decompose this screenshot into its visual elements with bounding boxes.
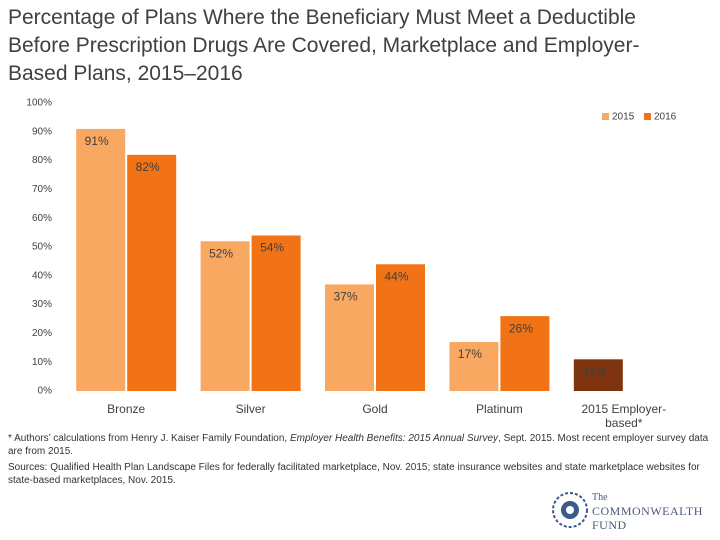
y-tick-label: 50% [32,242,52,253]
x-tick-label: Platinum [476,402,523,416]
chart-title: Percentage of Plans Where the Beneficiar… [8,6,640,85]
logo-text: COMMONWEALTH [592,504,703,518]
y-tick-label: 80% [32,155,52,166]
bar [500,316,550,391]
logo: The COMMONWEALTH FUND [548,488,718,534]
y-tick-label: 40% [32,270,52,281]
x-tick-label: Bronze [107,402,146,416]
value-label: 82% [136,160,160,174]
bar [76,128,126,392]
logo-text: FUND [592,518,627,532]
bar [376,264,425,391]
y-tick-label: 90% [32,126,52,137]
x-tick-label: Silver [235,402,266,416]
y-tick-label: 30% [32,299,52,310]
value-label: 11% [583,364,606,378]
y-tick-label: 10% [32,357,52,368]
value-label: 52% [209,246,233,260]
bar [573,359,623,391]
value-label: 37% [333,290,357,304]
y-tick-label: 100% [26,98,52,109]
x-tick-label: 2015 Employer-based* [581,402,667,430]
legend-label: 2015 [612,112,635,123]
legend-swatch [602,113,609,120]
bar [127,154,177,391]
footnote-text: , Sept. 2015. Most recent employer surve… [8,433,709,457]
bar [325,284,374,391]
footnote-text: * Authors’ calculations from Henry J. Ka… [8,433,290,444]
logo-icon [552,492,588,528]
x-tick-label: Gold [362,402,388,416]
value-label: 26% [509,321,533,335]
y-tick-label: 0% [38,386,53,397]
y-tick-label: 60% [32,213,52,224]
bar [251,235,301,391]
sources: Sources: Qualified Health Plan Landscape… [8,462,700,486]
footnote: * Authors’ calculations from Henry J. Ka… [8,432,714,458]
notes: * Authors’ calculations from Henry J. Ka… [8,432,714,490]
legend-swatch [644,113,651,120]
y-tick-label: 70% [32,184,52,195]
bar [200,241,250,391]
bar [449,342,499,391]
y-tick-label: 20% [32,328,52,339]
logo-text: The [592,492,608,503]
value-label: 54% [260,241,284,255]
footnote-title: Employer Health Benefits: 2015 Annual Su… [289,433,499,444]
legend-label: 2016 [654,112,677,123]
value-label: 91% [85,134,109,148]
value-label: 44% [384,269,408,283]
value-label: 17% [458,347,482,361]
